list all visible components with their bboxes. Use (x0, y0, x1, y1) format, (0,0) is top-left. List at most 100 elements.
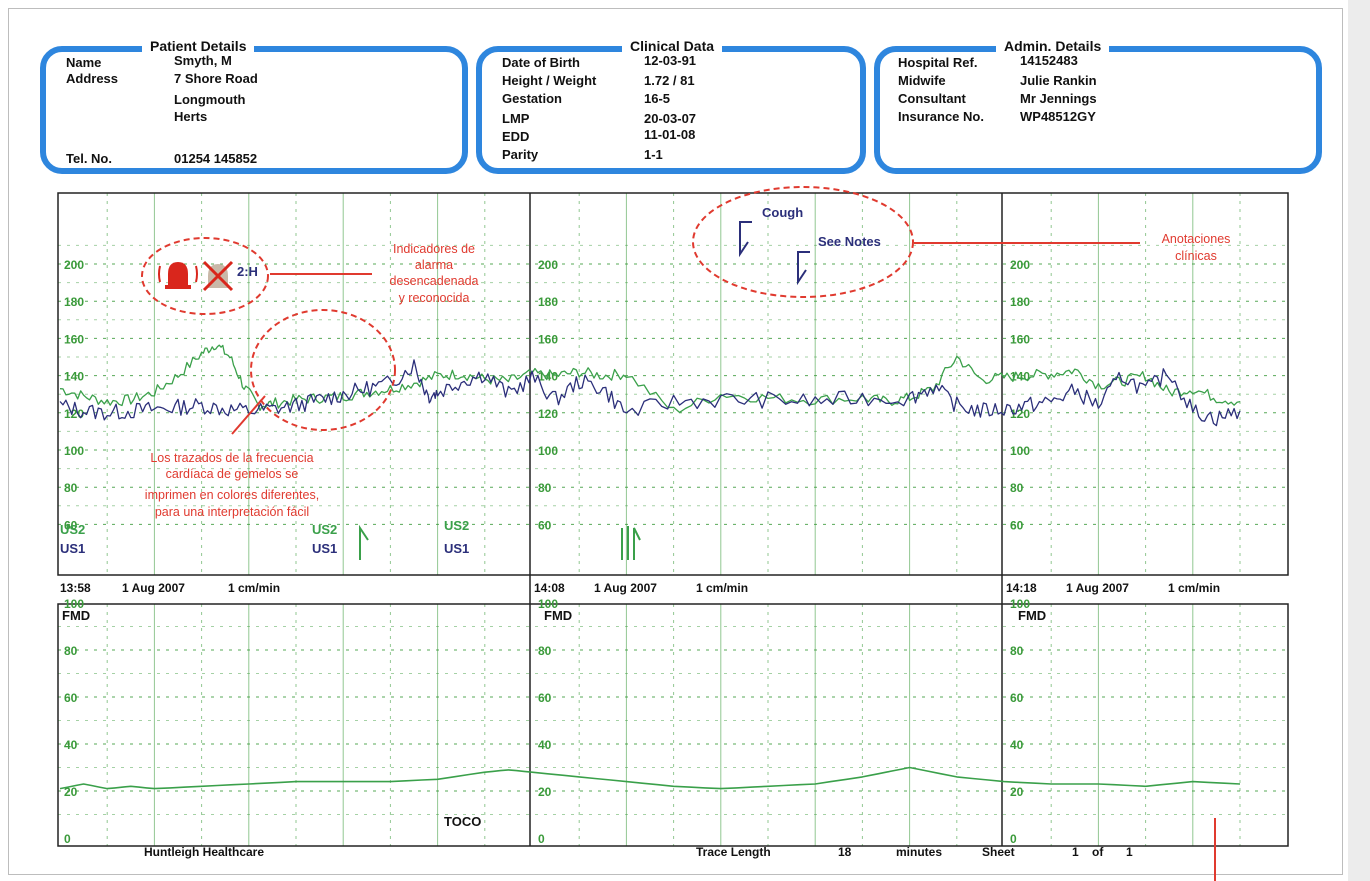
us1-label-1: US1 (60, 541, 85, 556)
fhr-tick-label: 120 (538, 407, 558, 421)
toco-panel-frame (57, 603, 1289, 847)
toco-tick-label: 40 (538, 738, 552, 752)
fhr-tick-label: 80 (64, 481, 78, 495)
admin-value-midwife: Julie Rankin (1020, 73, 1097, 88)
section-2-date: 1 Aug 2007 (594, 581, 657, 595)
section-3-time: 14:18 (1006, 581, 1037, 595)
toco-tick-label: 0 (64, 832, 71, 846)
toco-tick-label: 40 (1010, 738, 1024, 752)
fmd-label-3: FMD (1018, 608, 1046, 623)
toco-tick-label: 40 (64, 738, 78, 752)
toco-tick-label: 0 (1010, 832, 1017, 846)
alarm-annotation-line-3: desencadenada (390, 274, 479, 288)
toco-tick-label: 80 (538, 644, 552, 658)
admin-label-hospital-ref: Hospital Ref. (898, 55, 978, 70)
section-1-speed: 1 cm/min (228, 581, 280, 595)
toco-tick-label: 0 (538, 832, 545, 846)
marker-spike-1 (359, 524, 369, 560)
fhr-tick-label: 200 (1010, 258, 1030, 272)
right-sidebar (1348, 0, 1370, 881)
footer-trace-length-label: Trace Length (696, 845, 771, 859)
admin-value-insurance: WP48512GY (1020, 109, 1096, 124)
footer-sheet-label: Sheet (982, 845, 1015, 859)
toco-tick-label: 20 (538, 785, 552, 799)
section-3-date: 1 Aug 2007 (1066, 581, 1129, 595)
chart-frames (57, 192, 1289, 847)
fhr-tick-label: 200 (64, 258, 84, 272)
patient-value-tel: 01254 145852 (174, 151, 258, 166)
twins-annotation-line-3: imprimen en colores diferentes, (145, 488, 319, 502)
clinical-highlight-ellipse (692, 186, 914, 298)
patient-value-name: Smyth, M (174, 53, 232, 68)
alarm-code: 2:H (237, 264, 258, 279)
see-notes-label: See Notes (818, 234, 881, 249)
toco-tick-label: 80 (1010, 644, 1024, 658)
us1-label-2: US1 (312, 541, 337, 556)
clinical-annotation-line-1: Anotaciones (1162, 232, 1231, 246)
admin-label-insurance: Insurance No. (898, 109, 984, 124)
patient-value-address-2: Longmouth (174, 92, 246, 107)
clinical-value-height-weight: 1.72 / 81 (644, 73, 695, 88)
fhr-tick-label: 100 (538, 444, 558, 458)
clinical-value-parity: 1-1 (644, 147, 663, 162)
fhr-tick-label: 180 (1010, 295, 1030, 309)
clinical-annotation: Anotaciones clínicas (1162, 232, 1231, 263)
clinical-value-lmp: 20-03-07 (644, 111, 697, 126)
clinical-annotation-line-2: clínicas (1175, 249, 1217, 263)
footer-sheet-value: 1 (1072, 845, 1079, 859)
fhr-tick-label: 100 (64, 444, 84, 458)
patient-value-address: 7 Shore Road (174, 71, 258, 86)
cough-event-mark (739, 221, 752, 258)
toco-label: TOCO (444, 814, 481, 829)
toco-tick-label: 60 (1010, 691, 1024, 705)
chart-ticks: 2001801601401201008060100806040200200180… (64, 258, 1030, 846)
fhr-tick-label: 120 (1010, 407, 1030, 421)
clinical-label-edd: EDD (502, 129, 530, 144)
admin-value-consultant: Mr Jennings (1020, 91, 1097, 106)
fhr-tick-label: 160 (538, 332, 558, 346)
marker-spike-2 (621, 526, 641, 560)
us2-trace (59, 344, 1241, 414)
fhr-tick-label: 180 (64, 295, 84, 309)
section-1-time: 13:58 (60, 581, 91, 595)
alarm-highlight-ellipse (141, 237, 269, 315)
section-2-time: 14:08 (534, 581, 565, 595)
page-frame (8, 8, 1343, 875)
fmd-label-2: FMD (544, 608, 572, 623)
toco-tick-label: 100 (538, 597, 558, 611)
fhr-tick-label: 80 (1010, 481, 1024, 495)
toco-tick-label: 20 (1010, 785, 1024, 799)
twins-highlight-ellipse (250, 309, 396, 431)
twins-annotation-line-4: para una interpretación fácil (155, 505, 309, 519)
toco-tick-label: 100 (64, 597, 84, 611)
section-1-date: 1 Aug 2007 (122, 581, 185, 595)
fmd-label-1: FMD (62, 608, 90, 623)
toco-tick-label: 60 (64, 691, 78, 705)
toco-trace (59, 766, 1241, 790)
patient-label-name: Name (66, 55, 102, 70)
patient-details-title: Patient Details (142, 38, 255, 54)
us2-label-1: US2 (60, 522, 85, 537)
footer-of-label: of (1092, 845, 1104, 859)
clinical-value-dob: 12-03-91 (644, 53, 697, 68)
footer-minutes: minutes (896, 845, 942, 859)
chart-grid (58, 193, 1288, 846)
fhr-tick-label: 160 (1010, 332, 1030, 346)
fhr-tick-label: 200 (538, 258, 558, 272)
clinical-label-height-weight: Height / Weight (502, 73, 597, 88)
fhr-tick-label: 60 (64, 518, 78, 532)
chart-series (59, 344, 1241, 790)
twins-annotation: Los trazados de la frecuencia cardíaca d… (145, 451, 319, 519)
twins-annotation-line-1: Los trazados de la frecuencia (150, 451, 313, 465)
us1-label-3: US1 (444, 541, 469, 556)
alarm-annotation: Indicadores de alarma desencadenada y re… (390, 242, 479, 305)
fhr-panel-frame (57, 192, 1289, 576)
fhr-tick-label: 60 (538, 518, 552, 532)
patient-label-tel: Tel. No. (66, 151, 112, 166)
twins-annotation-line-2: cardíaca de gemelos se (166, 467, 299, 481)
alarm-annotation-line-4: y reconocida (399, 291, 470, 305)
admin-label-consultant: Consultant (898, 91, 966, 106)
fhr-tick-label: 60 (1010, 518, 1024, 532)
clinical-label-parity: Parity (502, 147, 539, 162)
toco-tick-label: 80 (64, 644, 78, 658)
